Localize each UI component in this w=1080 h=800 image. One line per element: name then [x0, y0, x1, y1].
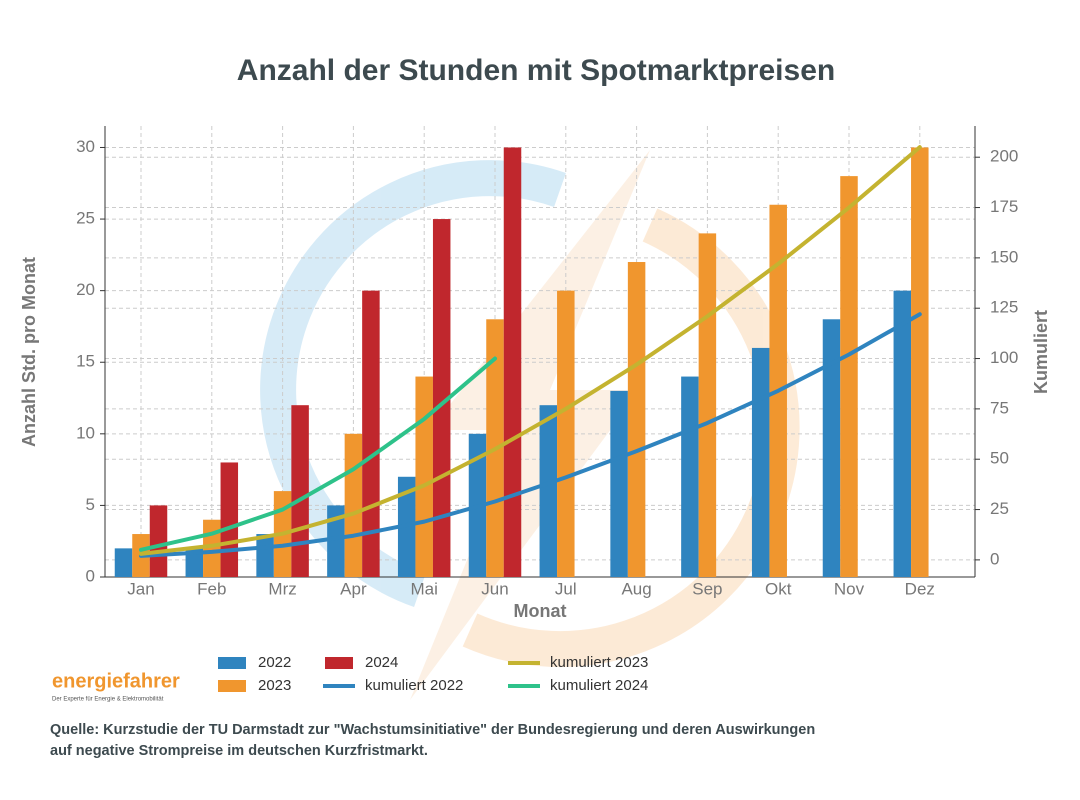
legend-swatch — [218, 680, 246, 692]
legend-label: 2022 — [258, 654, 291, 671]
y-tick-label: 10 — [76, 423, 95, 442]
bar — [114, 548, 133, 577]
legend-swatch — [325, 657, 353, 669]
y-tick-label: 0 — [86, 566, 95, 585]
y2-tick-label: 0 — [990, 549, 999, 568]
x-tick-label: Aug — [621, 579, 651, 598]
y2-tick-label: 75 — [990, 398, 1009, 417]
legend-label: kumuliert 2022 — [365, 677, 463, 694]
y2-tick-label: 50 — [990, 449, 1009, 468]
y2-tick-label: 150 — [990, 247, 1018, 266]
bar — [893, 290, 912, 577]
x-tick-label: Dez — [905, 579, 935, 598]
y2-tick-label: 200 — [990, 147, 1018, 166]
line — [139, 312, 922, 558]
y2-tick-label: 25 — [990, 499, 1009, 518]
legend-label: kumuliert 2024 — [550, 677, 648, 694]
x-tick-label: Jan — [127, 579, 154, 598]
y2-tick-label: 100 — [990, 348, 1018, 367]
x-tick-label: Okt — [765, 579, 792, 598]
x-tick-label: Jul — [555, 579, 577, 598]
x-tick-label: Apr — [340, 579, 367, 598]
bar — [291, 405, 309, 577]
bar — [751, 347, 770, 577]
line — [139, 356, 497, 552]
x-tick-label: Nov — [834, 579, 865, 598]
y-tick-label: 15 — [76, 352, 95, 371]
legend-label: 2024 — [365, 654, 398, 671]
y2-tick-label: 175 — [990, 197, 1018, 216]
logo-tagline: Der Experte für Energie & Elektromobilit… — [52, 697, 164, 703]
source-line: Quelle: Kurzstudie der TU Darmstadt zur … — [50, 722, 815, 738]
bar — [557, 290, 575, 577]
y2-tick-label: 125 — [990, 298, 1018, 317]
source-line: auf negative Strompreise im deutschen Ku… — [50, 743, 428, 759]
y-tick-label: 5 — [86, 495, 95, 514]
x-tick-label: Mrz — [268, 579, 296, 598]
x-tick-label: Feb — [197, 579, 226, 598]
bar — [432, 219, 451, 578]
bar — [539, 405, 558, 577]
x-tick-label: Mai — [410, 579, 437, 598]
bar — [256, 534, 274, 577]
bar — [840, 176, 858, 577]
bar — [344, 433, 363, 577]
bar — [415, 376, 433, 577]
bar — [911, 147, 929, 577]
y-tick-label: 25 — [76, 209, 95, 228]
logo: energiefahrer — [52, 670, 180, 692]
bar — [610, 390, 628, 577]
bar — [681, 376, 699, 577]
x-tick-label: Sep — [692, 579, 722, 598]
bar — [149, 505, 168, 577]
x-axis-title: Monat — [514, 601, 567, 621]
bar — [822, 319, 841, 577]
bar — [185, 548, 204, 577]
y-axis-title: Anzahl Std. pro Monat — [19, 257, 39, 447]
y-tick-label: 30 — [76, 137, 95, 156]
legend-swatch — [218, 657, 246, 669]
bar — [503, 147, 522, 577]
y2-axis-title: Kumuliert — [1031, 310, 1051, 394]
bar — [220, 462, 239, 577]
legend-label: 2023 — [258, 677, 291, 694]
bar — [327, 505, 345, 577]
line — [139, 145, 922, 556]
bar — [698, 233, 717, 577]
chart-title: Anzahl der Stunden mit Spotmarktpreisen — [237, 54, 835, 87]
x-tick-label: Jun — [481, 579, 508, 598]
legend-label: kumuliert 2023 — [550, 654, 648, 671]
y-tick-label: 20 — [76, 280, 95, 299]
bar — [627, 262, 646, 577]
